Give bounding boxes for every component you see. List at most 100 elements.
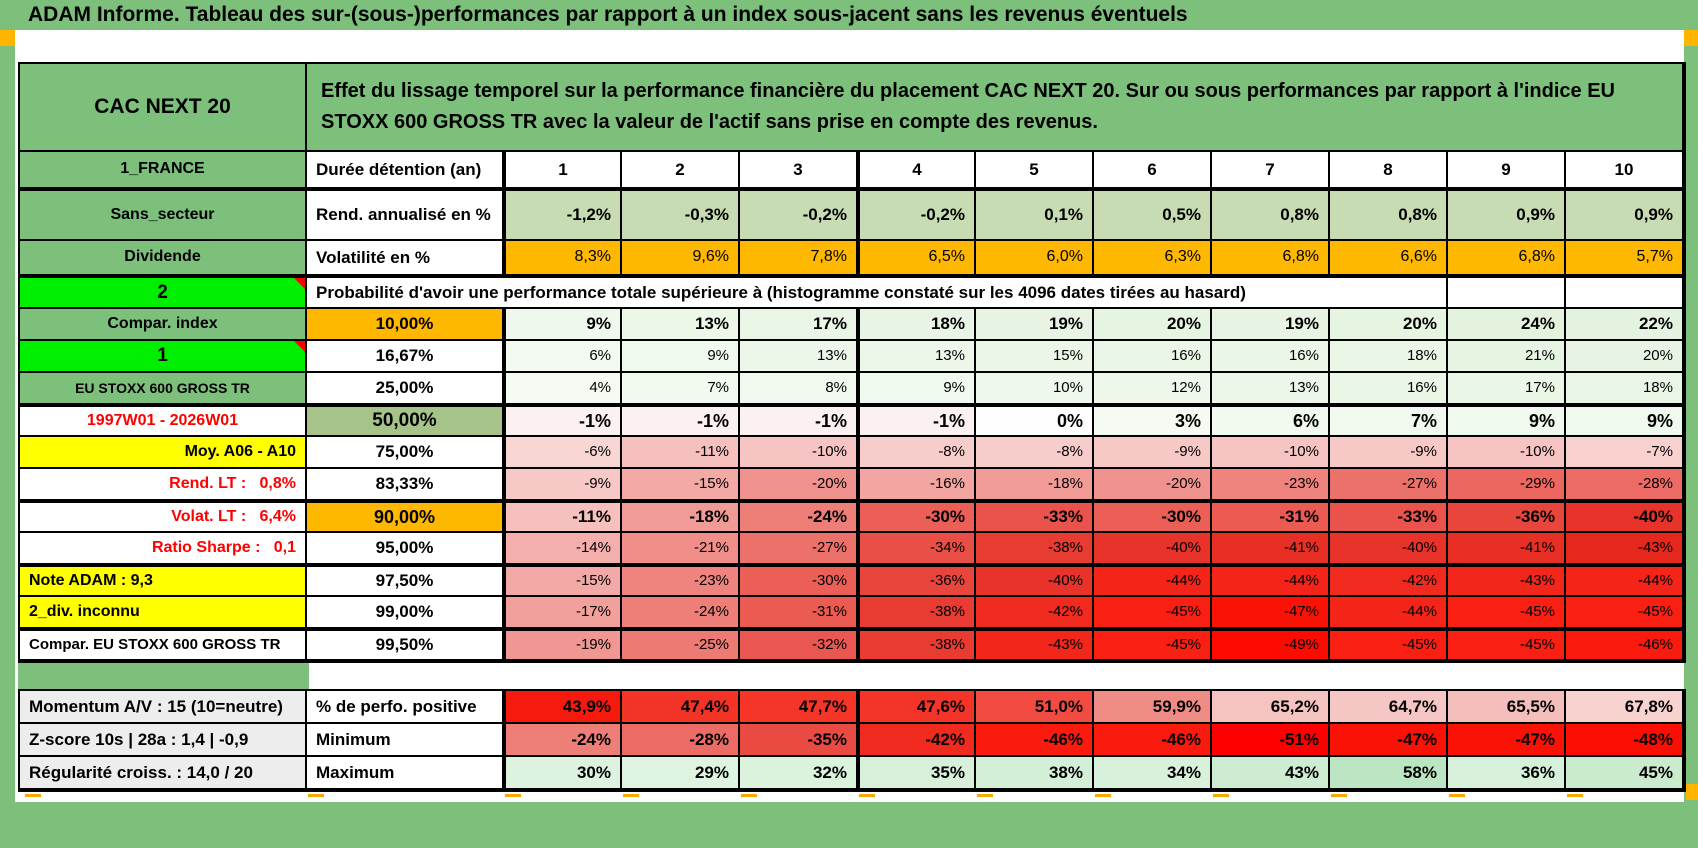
data-cell[interactable]: -41% [1212, 533, 1330, 565]
row-label-a[interactable]: 2 [20, 276, 307, 309]
data-cell[interactable]: 6,0% [976, 241, 1094, 276]
data-cell[interactable]: 20% [1330, 309, 1448, 341]
col-header[interactable]: 9 [1448, 152, 1566, 189]
data-cell[interactable]: -15% [504, 565, 622, 597]
row-label-a[interactable]: Moy. A06 - A10 [20, 437, 307, 469]
data-cell[interactable]: 8% [740, 373, 858, 405]
data-cell[interactable]: -8% [858, 437, 976, 469]
row-label-b[interactable]: 90,00% [307, 501, 504, 533]
data-cell[interactable]: 0,8% [1212, 189, 1330, 241]
data-cell[interactable]: -7% [1566, 437, 1684, 469]
row-label-b[interactable]: 50,00% [307, 405, 504, 437]
data-cell[interactable]: 9,6% [622, 241, 740, 276]
data-cell[interactable]: 47,7% [740, 691, 858, 724]
data-cell[interactable]: -48% [1566, 724, 1684, 757]
data-cell[interactable]: 13% [1212, 373, 1330, 405]
data-cell[interactable]: -32% [740, 629, 858, 661]
stat-label[interactable]: Z-score 10s | 28a : 1,4 | -0,9 [20, 724, 307, 757]
row-label-b[interactable]: 99,50% [307, 629, 504, 661]
data-cell[interactable]: -0,2% [740, 189, 858, 241]
data-cell[interactable]: -1% [858, 405, 976, 437]
data-cell[interactable]: 19% [976, 309, 1094, 341]
row-label-b[interactable]: Volatilité en % [307, 241, 504, 276]
data-cell[interactable]: -14% [504, 533, 622, 565]
data-cell[interactable]: 59,9% [1094, 691, 1212, 724]
data-cell[interactable]: -45% [1330, 629, 1448, 661]
col-header[interactable]: 4 [858, 152, 976, 189]
data-cell[interactable]: -30% [1094, 501, 1212, 533]
data-cell[interactable]: 51,0% [976, 691, 1094, 724]
data-cell[interactable]: 18% [1330, 341, 1448, 373]
row-label-b[interactable]: 75,00% [307, 437, 504, 469]
row-label-a[interactable]: EU STOXX 600 GROSS TR [20, 373, 307, 405]
data-cell[interactable]: 6% [504, 341, 622, 373]
data-cell[interactable]: 16% [1212, 341, 1330, 373]
data-cell[interactable]: 6,8% [1212, 241, 1330, 276]
data-cell[interactable]: 64,7% [1330, 691, 1448, 724]
col-header[interactable]: 5 [976, 152, 1094, 189]
data-cell[interactable]: -34% [858, 533, 976, 565]
data-cell[interactable]: -42% [976, 597, 1094, 629]
data-cell[interactable]: -46% [1094, 724, 1212, 757]
data-cell[interactable]: -11% [504, 501, 622, 533]
row-label-a[interactable]: 2_div. inconnu [20, 597, 307, 629]
data-cell[interactable]: -9% [504, 469, 622, 501]
data-cell[interactable]: 20% [1094, 309, 1212, 341]
col-header[interactable]: 10 [1566, 152, 1684, 189]
data-cell[interactable]: -44% [1212, 565, 1330, 597]
data-cell[interactable]: -9% [1094, 437, 1212, 469]
data-cell[interactable]: 6,6% [1330, 241, 1448, 276]
data-cell[interactable]: 0,1% [976, 189, 1094, 241]
sheet-title[interactable]: ADAM Informe. Tableau des sur-(sous-)per… [0, 0, 1698, 30]
data-cell[interactable]: -6% [504, 437, 622, 469]
data-cell[interactable]: 5,7% [1566, 241, 1684, 276]
row-label-b[interactable]: 25,00% [307, 373, 504, 405]
data-cell[interactable]: -30% [858, 501, 976, 533]
data-cell[interactable]: 9% [858, 373, 976, 405]
data-cell[interactable]: -43% [976, 629, 1094, 661]
data-cell[interactable]: -19% [504, 629, 622, 661]
data-cell[interactable]: 3% [1094, 405, 1212, 437]
data-cell[interactable]: 6,5% [858, 241, 976, 276]
row-label-a[interactable]: 1 [20, 341, 307, 373]
data-cell[interactable]: 18% [858, 309, 976, 341]
data-cell[interactable]: -10% [1448, 437, 1566, 469]
data-cell[interactable]: -15% [622, 469, 740, 501]
row-label-b[interactable]: Durée détention (an) [307, 152, 504, 189]
data-cell[interactable]: 65,2% [1212, 691, 1330, 724]
data-cell[interactable]: 43,9% [504, 691, 622, 724]
data-cell[interactable]: -38% [976, 533, 1094, 565]
data-cell[interactable]: -31% [740, 597, 858, 629]
data-cell[interactable]: 36% [1448, 757, 1566, 790]
data-cell[interactable]: -33% [1330, 501, 1448, 533]
data-cell[interactable]: -21% [622, 533, 740, 565]
data-cell[interactable]: 8,3% [504, 241, 622, 276]
row-label-a[interactable]: Sans_secteur [20, 189, 307, 241]
data-cell[interactable]: -44% [1094, 565, 1212, 597]
data-cell[interactable]: 0% [976, 405, 1094, 437]
data-cell[interactable]: 65,5% [1448, 691, 1566, 724]
data-cell[interactable]: -0,2% [858, 189, 976, 241]
row-label-b[interactable]: 97,50% [307, 565, 504, 597]
data-cell[interactable]: -10% [740, 437, 858, 469]
data-cell[interactable]: -20% [740, 469, 858, 501]
row-label-a[interactable]: Compar. index [20, 309, 307, 341]
data-cell[interactable]: 9% [1566, 405, 1684, 437]
stat-label[interactable]: Régularité croiss. : 14,0 / 20 [20, 757, 307, 790]
data-cell[interactable]: -17% [504, 597, 622, 629]
data-cell[interactable]: 24% [1448, 309, 1566, 341]
row-label-a[interactable]: 1997W01 - 2026W01 [20, 405, 307, 437]
col-header[interactable]: 1 [504, 152, 622, 189]
data-cell[interactable]: -20% [1094, 469, 1212, 501]
data-cell[interactable]: -42% [858, 724, 976, 757]
data-cell[interactable]: -33% [976, 501, 1094, 533]
stat-name[interactable]: Minimum [307, 724, 504, 757]
row-label-a[interactable]: Ratio Sharpe : 0,1 [20, 533, 307, 565]
data-cell[interactable]: 9% [1448, 405, 1566, 437]
data-cell[interactable]: 10% [976, 373, 1094, 405]
data-cell[interactable]: 38% [976, 757, 1094, 790]
data-cell[interactable]: -0,3% [622, 189, 740, 241]
data-cell[interactable]: 45% [1566, 757, 1684, 790]
data-cell[interactable]: -1% [622, 405, 740, 437]
row-label-a[interactable]: 1_FRANCE [20, 152, 307, 189]
